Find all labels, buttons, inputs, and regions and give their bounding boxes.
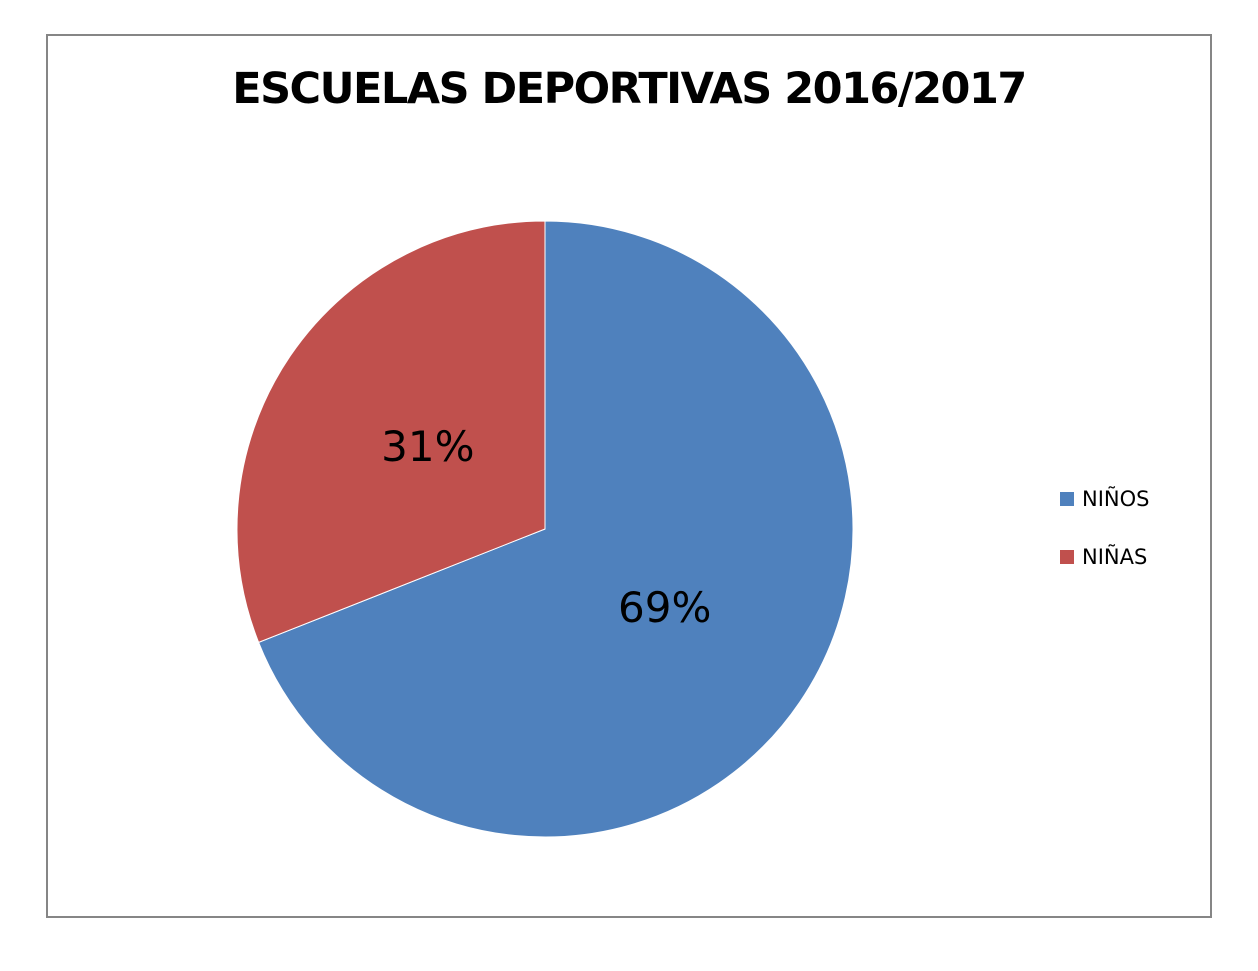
legend-label-ninas: NIÑAS [1082,545,1148,569]
legend-label-ninos: NIÑOS [1082,487,1150,511]
legend: NIÑOS NIÑAS [1060,484,1200,600]
chart-title: ESCUELAS DEPORTIVAS 2016/2017 [232,64,1027,114]
pie-slice-ninos [257,220,854,838]
legend-swatch-ninas [1060,550,1074,564]
data-label-ninos: 69% [618,583,711,632]
legend-item-ninas: NIÑAS [1060,542,1200,572]
legend-item-ninos: NIÑOS [1060,484,1200,514]
legend-swatch-ninos [1060,492,1074,506]
pie-slice-ninas [236,220,546,644]
data-label-ninas: 31% [381,422,474,471]
